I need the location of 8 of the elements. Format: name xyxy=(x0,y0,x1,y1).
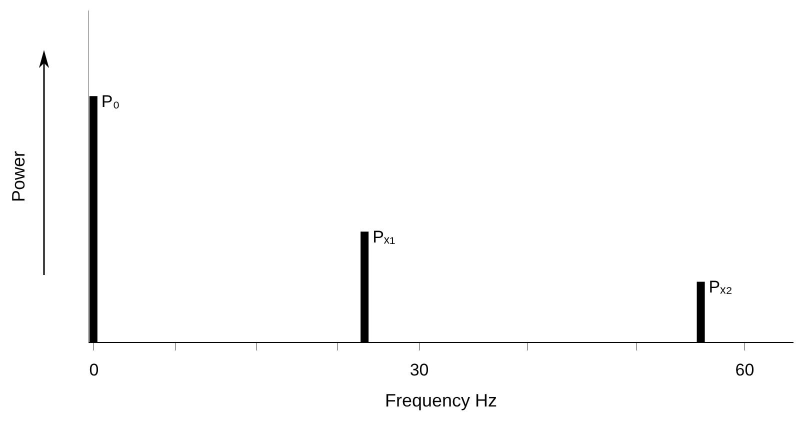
annotation: Pₓ₂ xyxy=(708,278,732,297)
x-tick-label: 30 xyxy=(410,360,429,380)
annotation: P₀ xyxy=(101,92,120,112)
y-axis-title: Power xyxy=(8,150,28,202)
x-axis-title: Frequency Hz xyxy=(384,390,498,410)
annotation: Pₓ₁ xyxy=(372,228,396,247)
x-tick-label: 0 xyxy=(89,360,99,380)
x-tick-label: 60 xyxy=(735,360,754,380)
